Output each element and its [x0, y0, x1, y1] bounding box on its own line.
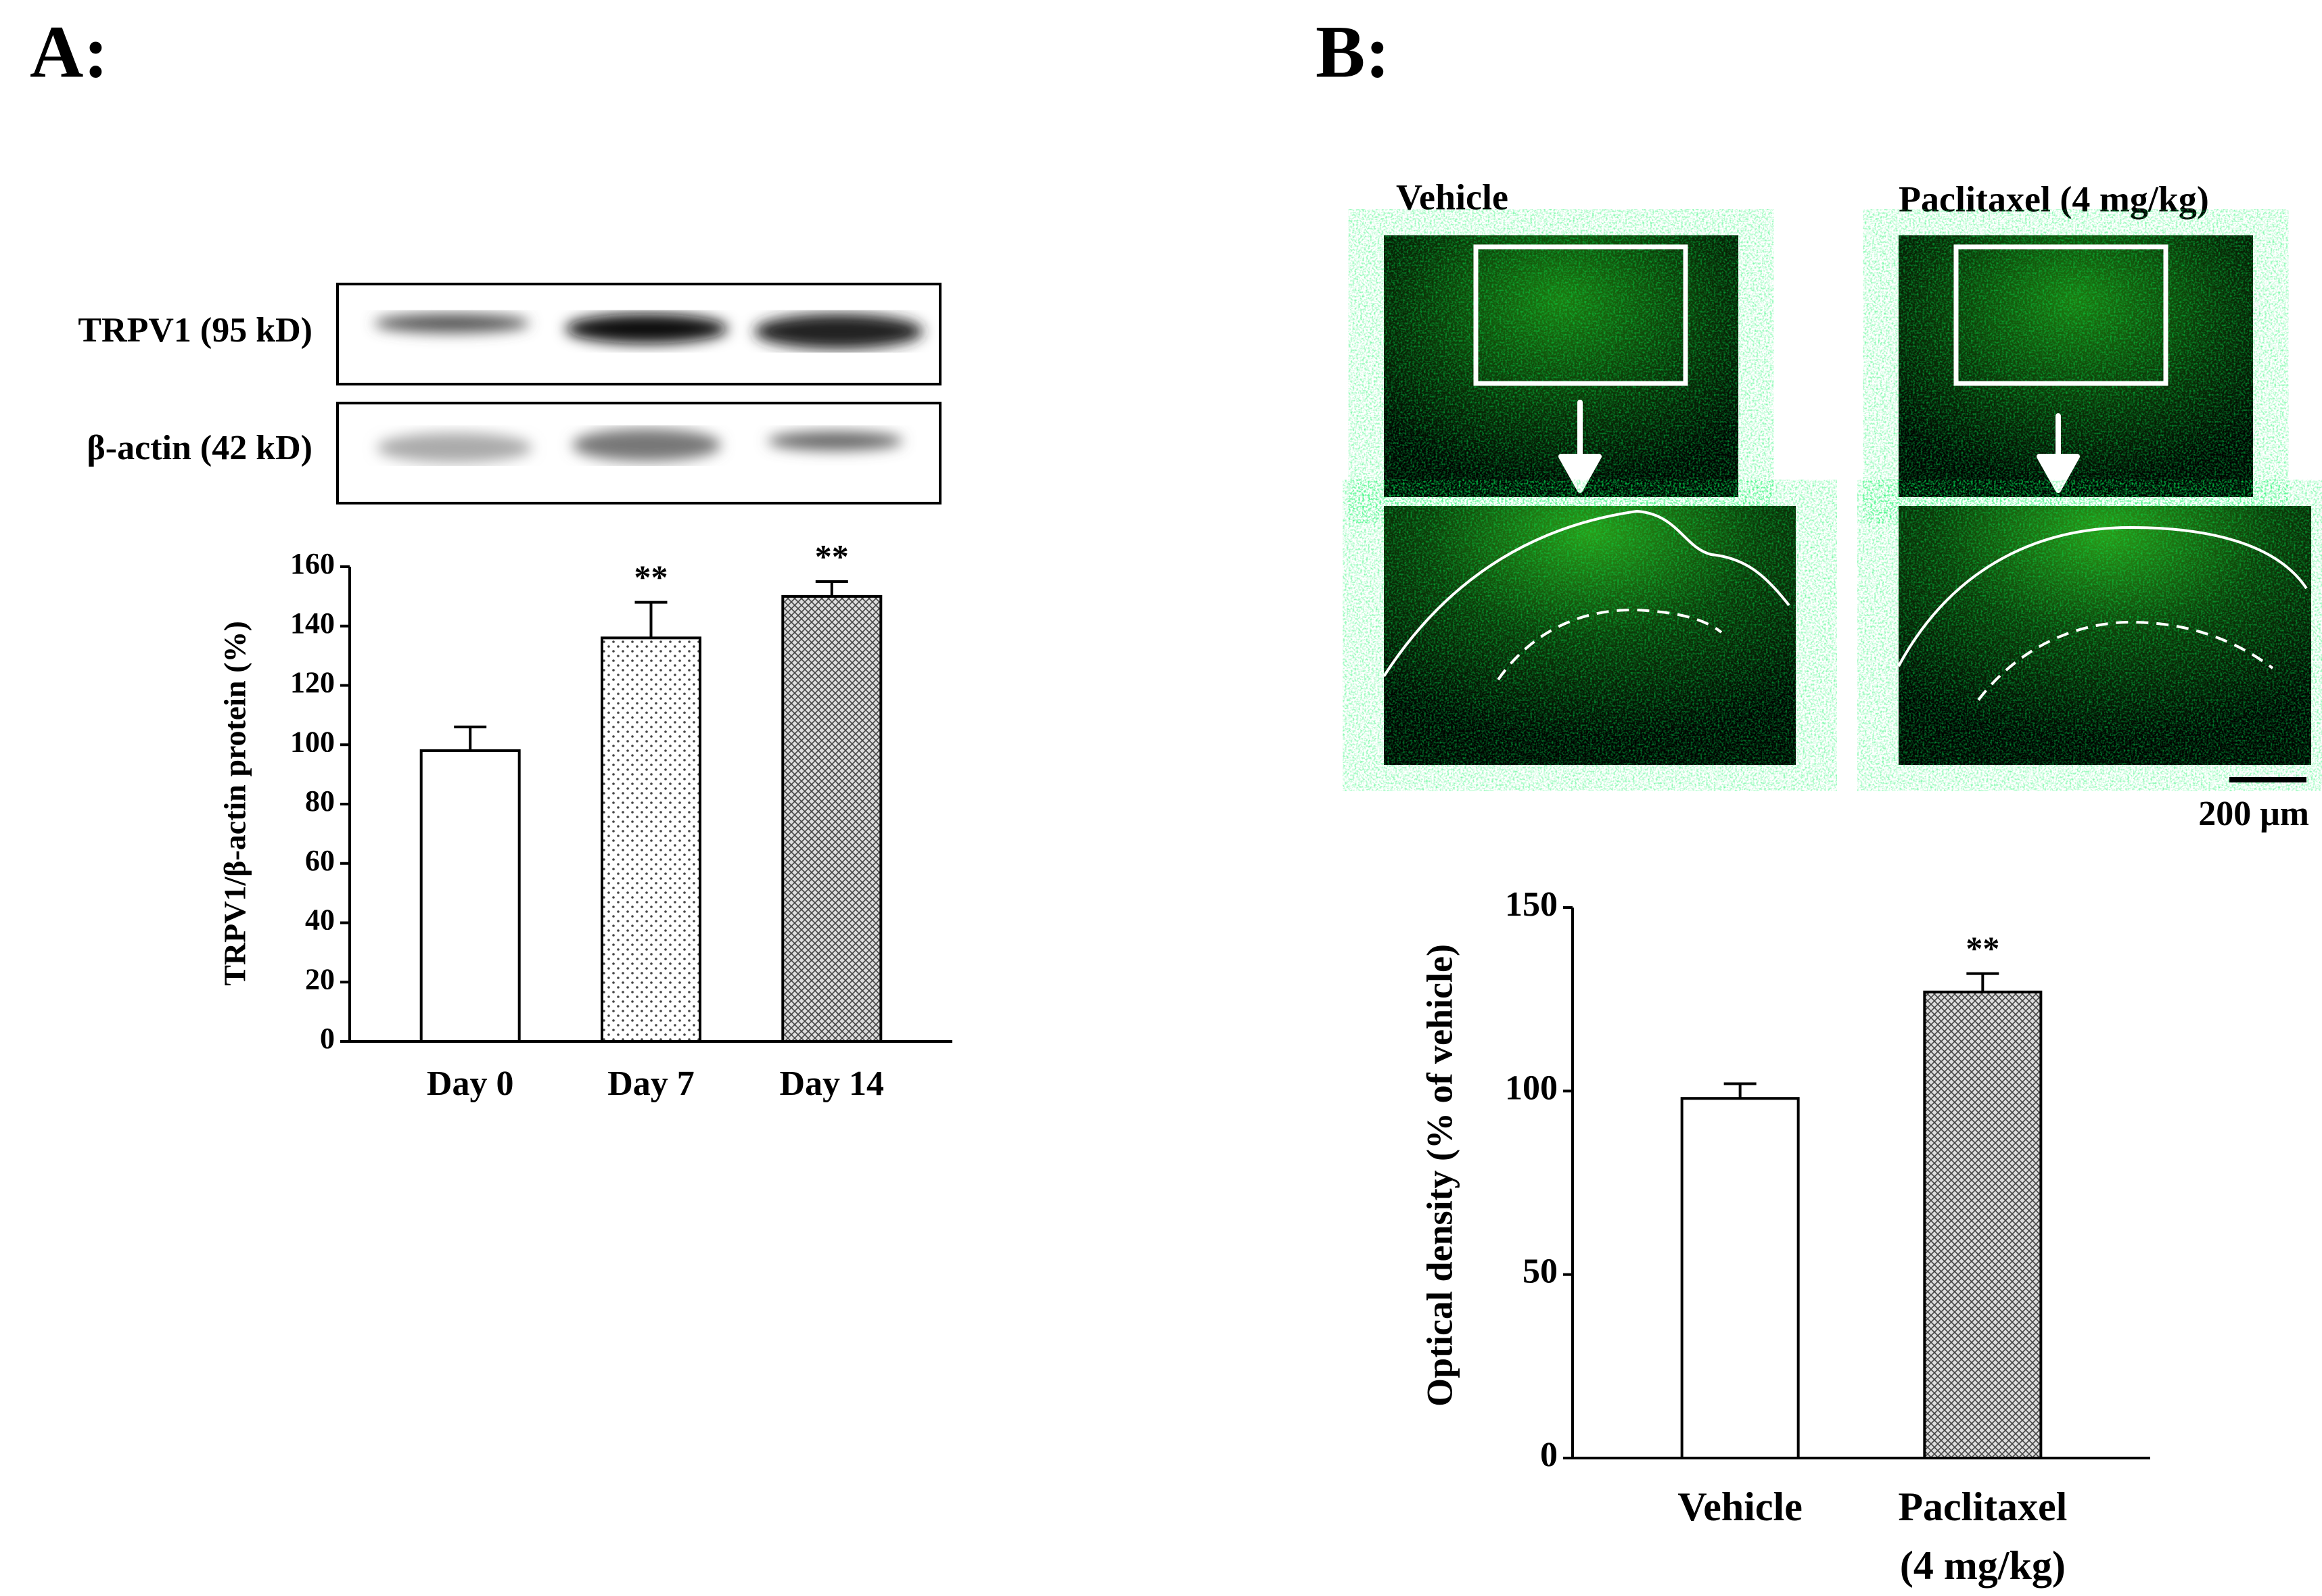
panel-label: B: — [1316, 10, 1390, 93]
significance: ** — [815, 537, 849, 575]
y-tick-label: 0 — [320, 1022, 335, 1055]
y-tick-label: 100 — [290, 725, 335, 758]
y-axis-label: TRPV1/β-actin protein (%) — [218, 621, 252, 986]
bar — [781, 594, 883, 1043]
x-tick-label-box: Day 0 — [426, 1064, 514, 1103]
y-tick-label: 100 — [1505, 1069, 1558, 1107]
scale-bar-label: 200 μm — [2198, 795, 2309, 833]
significance: ** — [1966, 929, 1999, 967]
y-tick-label: 0 — [1540, 1436, 1558, 1474]
y-tick-label: 20 — [305, 962, 335, 995]
bar — [419, 749, 521, 1043]
y-tick-label: 120 — [290, 666, 335, 699]
bar — [601, 636, 701, 1043]
blot-label: β-actin (42 kD) — [87, 429, 312, 467]
y-tick-label: 40 — [305, 903, 335, 937]
y-tick-label: 80 — [305, 784, 335, 818]
y-tick-label: 50 — [1523, 1252, 1558, 1291]
image-label: Vehicle — [1396, 177, 1508, 217]
x-tick-label-box: Paclitaxel (4 mg/kg) — [1898, 1484, 2068, 1588]
x-tick-label: Paclitaxel (4 mg/kg) — [1898, 1484, 2068, 1588]
micrograph — [1383, 235, 2311, 782]
x-tick-label: Vehicle — [1677, 1484, 1803, 1529]
bar — [1923, 990, 2043, 1459]
y-tick-label: 160 — [290, 547, 335, 580]
x-tick-label-box: Day 14 — [779, 1064, 885, 1103]
image-label: Paclitaxel (4 mg/kg) — [1899, 179, 2209, 219]
x-tick-label: Day 0 — [426, 1064, 514, 1103]
blot — [336, 283, 942, 504]
x-tick-label-box: Day 7 — [607, 1064, 695, 1103]
y-axis-label: Optical density (% of vehicle) — [1419, 944, 1460, 1407]
significance: ** — [634, 558, 668, 596]
bar — [1680, 1097, 1800, 1459]
y-tick-label: 60 — [305, 844, 335, 877]
x-tick-label-box: Vehicle — [1677, 1484, 1803, 1529]
y-tick-label: 140 — [290, 607, 335, 640]
x-tick-label: Day 7 — [607, 1064, 695, 1103]
x-tick-label: Day 14 — [779, 1064, 885, 1103]
charts: 0 20 40 60 80 100 120 140 160 TRPV1/β-actin prote… — [218, 537, 2150, 1588]
blot-label: TRPV1 (95 kD) — [78, 311, 312, 350]
y-tick-label: 150 — [1505, 885, 1558, 924]
panel-label: A: — [30, 10, 108, 93]
